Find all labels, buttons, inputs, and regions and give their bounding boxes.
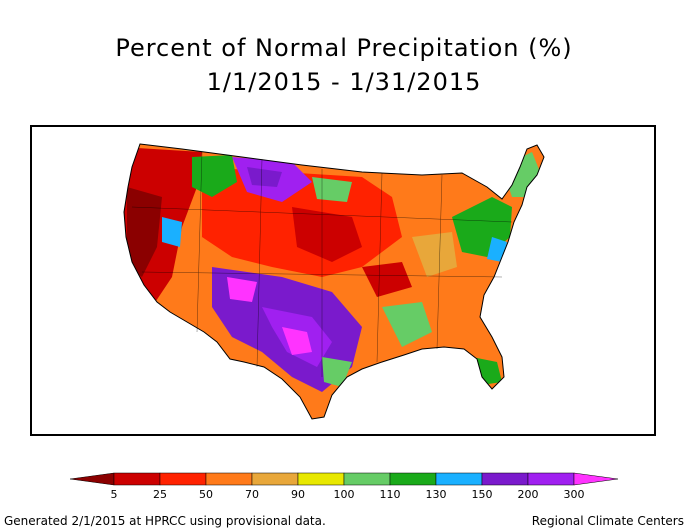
precipitation-map (123, 143, 545, 420)
legend-label: 5 (111, 488, 118, 501)
legend-swatch (297, 472, 345, 486)
legend-swatch (159, 472, 207, 486)
legend-label: 150 (472, 488, 493, 501)
color-legend: 5 25 50 70 90 100 110 130 150 200 300 (69, 472, 619, 501)
legend-arrow-high (573, 472, 619, 486)
legend-swatch (435, 472, 483, 486)
legend-label: 90 (291, 488, 305, 501)
generated-note: Generated 2/1/2015 at HPRCC using provis… (4, 514, 326, 528)
legend-swatch (343, 472, 391, 486)
state-boundaries (131, 151, 513, 377)
legend-arrow-low (69, 472, 115, 486)
legend-label: 200 (518, 488, 539, 501)
legend-label: 130 (426, 488, 447, 501)
date-range: 1/1/2015 - 1/31/2015 (206, 68, 482, 96)
source-label: Regional Climate Centers (531, 514, 684, 528)
map-title: Percent of Normal Precipitation (%) (115, 34, 573, 62)
legend-swatch (251, 472, 299, 486)
legend-swatch (113, 472, 161, 486)
legend-swatch (481, 472, 529, 486)
legend-swatch (527, 472, 575, 486)
legend-label: 110 (380, 488, 401, 501)
legend-label: 300 (564, 488, 585, 501)
legend-swatch (205, 472, 253, 486)
us-outline (123, 143, 545, 420)
legend-label: 25 (153, 488, 167, 501)
legend-label: 50 (199, 488, 213, 501)
legend-label: 70 (245, 488, 259, 501)
legend-swatch (389, 472, 437, 486)
legend-label: 100 (334, 488, 355, 501)
map-frame (30, 125, 656, 436)
